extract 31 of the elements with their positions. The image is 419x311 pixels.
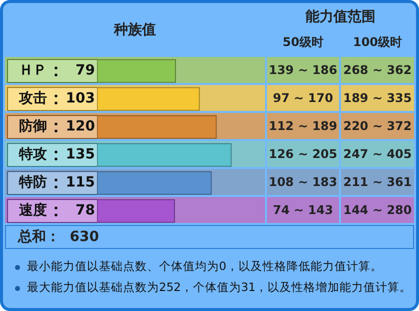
text: 247 ~ 405 [341,141,414,167]
data-label: 135 [66,146,95,163]
text: 268 ~ 362 [341,57,414,83]
y-tick-label: 特防 [18,174,47,191]
data-label: 103 [66,90,95,107]
text: 211 ~ 361 [341,169,414,195]
text: 100级时 [352,34,404,51]
text: 能力值范围 [304,8,376,26]
y-tick-label: 特攻 [18,146,47,163]
text: 189 ~ 335 [341,85,414,111]
data-label: 78 [76,202,95,219]
text: 139 ~ 186 [267,57,339,83]
text: 112 ~ 189 [267,113,339,139]
y-tick-label: 防御 [19,118,47,135]
text: 126 ~ 205 [267,141,339,167]
text: 220 ~ 372 [341,113,414,139]
data-label: 115 [66,174,95,191]
text: 97 ~ 170 [267,85,339,111]
text: 50级时 [282,34,324,51]
text: 74 ~ 143 [267,197,339,223]
y-tick-label: ＨＰ [19,62,47,79]
text: 总和： 630 [5,225,414,249]
text: 144 ~ 280 [341,197,414,223]
data-label: 120 [66,118,96,135]
data-label: 79 [76,62,95,79]
y-tick-label: 攻击 [18,90,47,107]
text: 108 ~ 183 [267,169,339,195]
text: 最小能力值以基础点数、个体值均为0，以及性格降低能力值计算。 [27,259,382,273]
chart-title: 种族值 [112,21,157,40]
y-tick-label: 速度 [18,202,47,219]
text: 最大能力值以基础点数为252，个体值为31，以及性格增加能力值计算。 [27,280,412,294]
